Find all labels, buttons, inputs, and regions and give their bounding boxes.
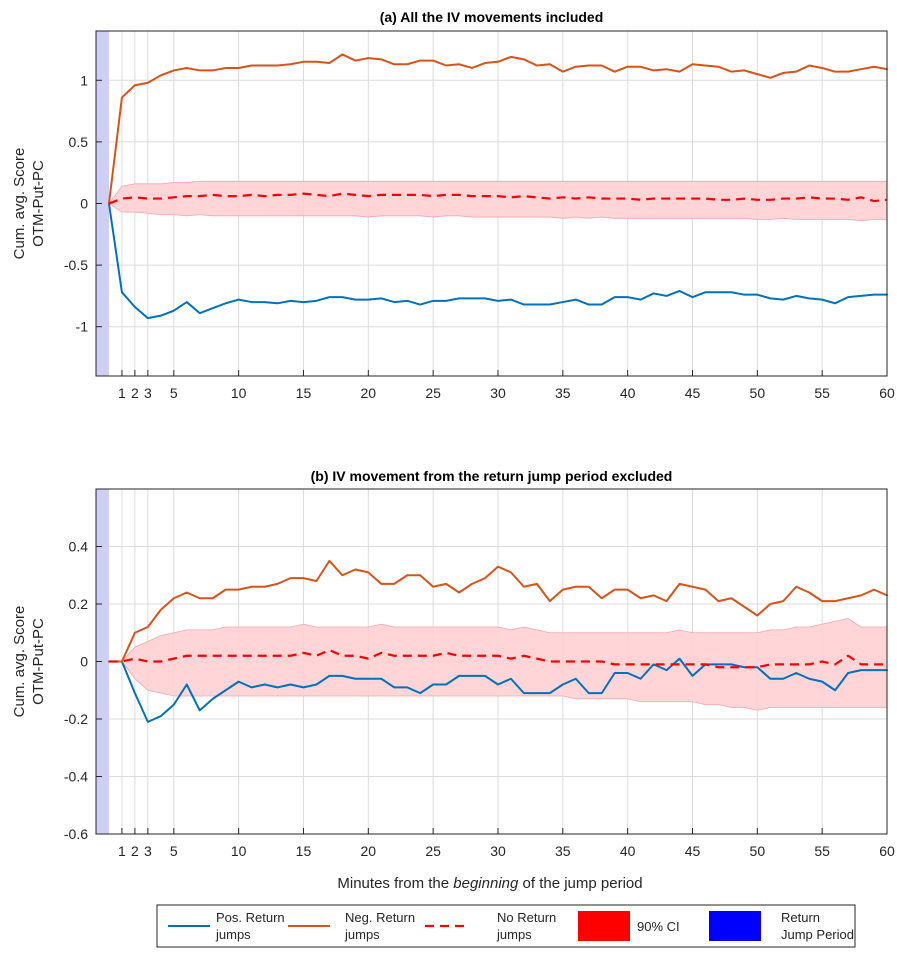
series-neg-line-a	[107, 53, 888, 205]
legend-label-line1: Return	[781, 910, 820, 925]
x-axis-label-part2: of the jump period	[518, 875, 642, 892]
legend: Pos. Return jumps Neg. Return jumps No Retur…	[156, 904, 856, 948]
legend-label-line2: jumps	[496, 927, 532, 942]
series-pos-line-a	[107, 202, 888, 320]
x-tick-label: 15	[296, 843, 312, 859]
y-axis-label-line-1-a: Cum. avg. Score	[11, 148, 28, 260]
y-axis-label-line-2-a: OTM-Put-PC	[30, 160, 47, 247]
x-tick-label: 30	[490, 843, 506, 859]
x-tick-label: 50	[750, 385, 766, 401]
chart-title-a: (a) All the IV movements included	[380, 9, 604, 25]
x-tick-label: 45	[685, 843, 701, 859]
x-tick-label: 25	[425, 843, 441, 859]
x-tick-label: 1	[118, 385, 126, 401]
y-tick-label: 0.5	[69, 134, 89, 150]
x-tick-label: 45	[685, 385, 701, 401]
legend-label-line2: jumps	[344, 927, 380, 942]
x-tick-label: 60	[879, 385, 895, 401]
x-tick-label: 3	[144, 843, 152, 859]
y-tick-label: -0.2	[64, 711, 88, 727]
series-neg-line-b	[107, 559, 888, 663]
panel-a: 1 2 3 5 10 15 20 25 30 35 40 45 50 55 60-1-0.500.51(a)…	[11, 9, 895, 401]
y-tick-label: -0.5	[64, 257, 88, 273]
legend-label-line1: Neg. Return	[345, 910, 415, 925]
x-tick-label: 15	[296, 385, 312, 401]
x-tick-label: 20	[361, 843, 377, 859]
y-axis-label-line-1-b: Cum. avg. Score	[11, 606, 28, 718]
x-tick-label: 35	[555, 843, 571, 859]
x-tick-label: 25	[425, 385, 441, 401]
x-axis-label-italic: beginning	[453, 875, 519, 892]
x-tick-label: 5	[170, 385, 178, 401]
legend-label-line1: Pos. Return	[216, 910, 285, 925]
y-tick-label: 1	[80, 72, 88, 88]
chart-title-b: (b) IV movement from the return jump per…	[311, 468, 673, 484]
x-axis-label: Minutes from the beginning of the jump p…	[337, 875, 642, 892]
x-axis-label-part1: Minutes from the	[337, 875, 453, 892]
x-tick-label: 2	[131, 385, 139, 401]
legend-swatch-ci	[578, 911, 630, 941]
x-tick-label: 35	[555, 385, 571, 401]
x-tick-label: 1	[118, 843, 126, 859]
panel-b: 1 2 3 5 10 15 20 25 30 35 40 45 50 55 60-0.6-0.4-0.200…	[11, 468, 895, 859]
x-tick-label: 10	[231, 385, 247, 401]
x-tick-label: 50	[750, 843, 766, 859]
x-tick-label: 60	[879, 843, 895, 859]
series-none-line-a	[108, 192, 888, 205]
y-tick-label: 0.4	[69, 539, 89, 555]
jump-period-band-b	[96, 489, 109, 834]
x-tick-label: 20	[361, 385, 377, 401]
y-tick-label: -0.4	[64, 769, 88, 785]
x-tick-label: 3	[144, 385, 152, 401]
legend-swatch-jump	[709, 911, 761, 941]
legend-label-line2: Jump Period	[781, 927, 854, 942]
x-tick-label: 40	[620, 385, 636, 401]
legend-label: 90% CI	[637, 919, 680, 934]
x-tick-label: 10	[231, 843, 247, 859]
y-tick-label: 0	[80, 654, 88, 670]
y-tick-label: 0.2	[69, 596, 89, 612]
x-tick-label: 5	[170, 843, 178, 859]
series-none-line-b	[108, 648, 887, 669]
x-tick-label: 30	[490, 385, 506, 401]
y-tick-label: 0	[80, 196, 88, 212]
x-tick-label: 55	[814, 385, 830, 401]
y-axis-label-line-2-b: OTM-Put-PC	[30, 618, 47, 705]
legend-label-line2: jumps	[215, 927, 251, 942]
legend-label-line1: No Return	[497, 910, 556, 925]
x-tick-label: 55	[814, 843, 830, 859]
series-pos-line-b	[107, 657, 888, 723]
x-tick-label: 40	[620, 843, 636, 859]
y-tick-label: -1	[76, 319, 89, 335]
ci-band-a	[108, 180, 888, 222]
jump-period-band-a	[96, 31, 109, 376]
x-tick-label: 2	[131, 843, 139, 859]
y-tick-label: -0.6	[64, 826, 88, 842]
